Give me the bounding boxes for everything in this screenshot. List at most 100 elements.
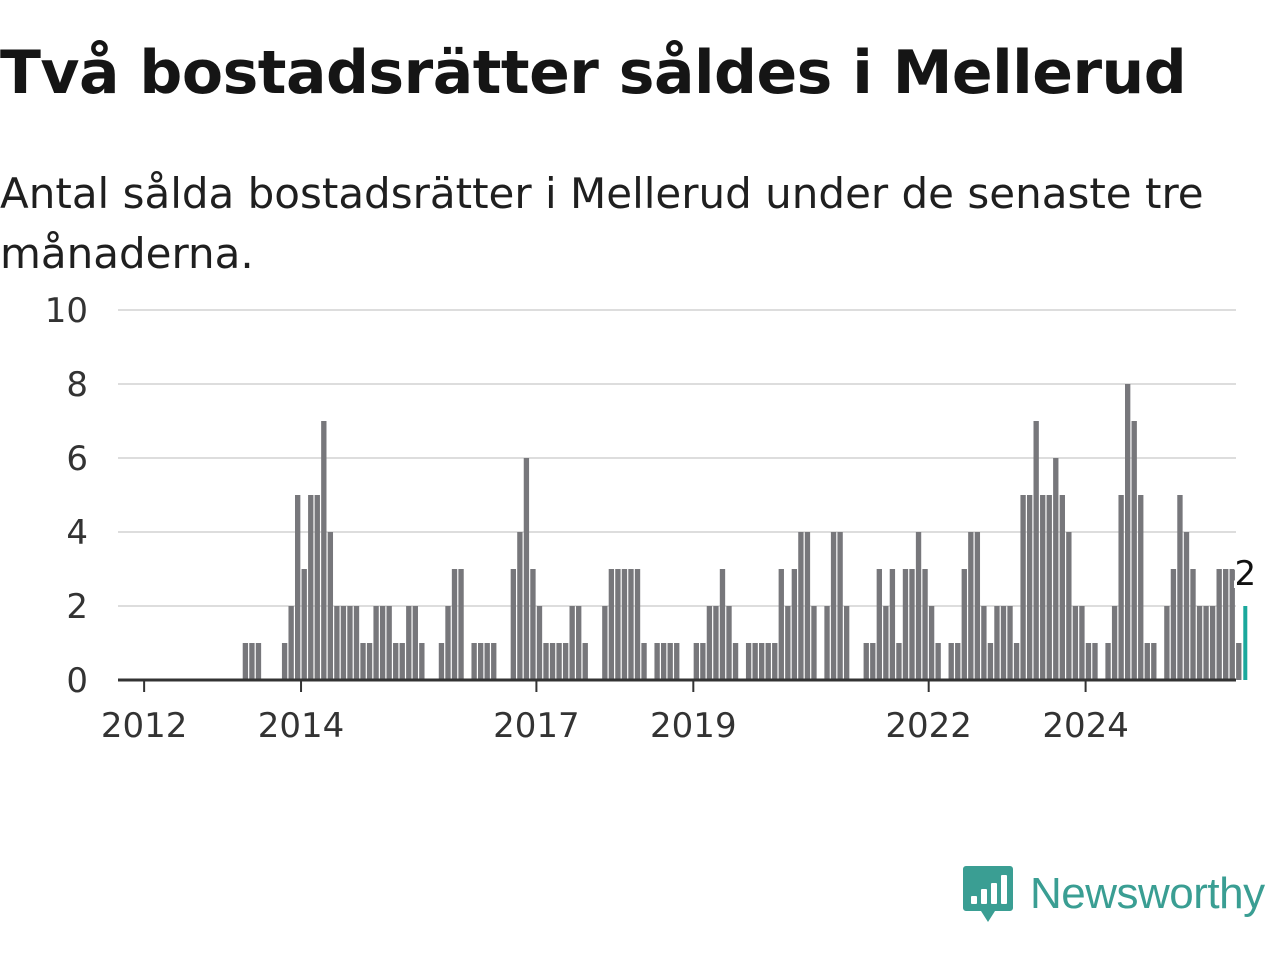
x-tick-label: 2024 <box>1042 706 1129 746</box>
bar <box>1066 532 1072 680</box>
y-tick-label: 2 <box>66 587 88 627</box>
bar <box>1216 569 1222 680</box>
bar <box>615 569 621 680</box>
bar <box>1118 495 1124 680</box>
bar <box>928 606 935 680</box>
bar <box>484 643 490 680</box>
bar <box>974 532 981 680</box>
bar <box>249 643 255 680</box>
bar <box>863 643 869 680</box>
bar <box>830 532 837 680</box>
bar <box>837 532 843 680</box>
bar <box>634 569 641 680</box>
page-title: Två bostadsrätter såldes i Mellerud <box>0 38 1187 108</box>
bar <box>295 495 301 680</box>
bar <box>478 643 484 680</box>
bar <box>1151 643 1157 680</box>
newsworthy-logo-icon <box>963 866 1013 922</box>
data-labels: 2 <box>1231 551 1259 597</box>
bar <box>843 606 850 680</box>
y-tick-label: 8 <box>66 365 88 405</box>
bar <box>314 495 320 680</box>
bar <box>510 569 517 680</box>
bar <box>1203 606 1209 680</box>
bar <box>353 606 360 680</box>
bar <box>674 643 680 680</box>
bar <box>445 606 451 680</box>
bar <box>778 569 784 680</box>
bar <box>1033 421 1039 680</box>
y-tick-label: 0 <box>66 661 88 701</box>
bar <box>994 606 1000 680</box>
bar <box>1085 643 1092 680</box>
bar <box>1170 569 1177 680</box>
bar <box>1144 643 1150 680</box>
bar <box>242 643 249 680</box>
bar <box>556 643 562 680</box>
bar <box>961 569 967 680</box>
bar <box>641 643 647 680</box>
bar <box>700 643 706 680</box>
bars <box>242 384 1248 680</box>
bar <box>621 569 628 680</box>
bar <box>896 643 902 680</box>
bar <box>824 606 830 680</box>
bar <box>1040 495 1046 680</box>
bar <box>366 643 373 680</box>
bar <box>412 606 418 680</box>
bar-chart: 0 2 4 6 8 10 2012 2014 2017 2019 2022 2024 2 <box>45 291 1259 746</box>
y-tick-label: 6 <box>66 439 88 479</box>
bar <box>693 643 699 680</box>
bar <box>1059 495 1065 680</box>
bar <box>379 606 386 680</box>
bar <box>281 643 288 680</box>
bar <box>1183 532 1190 680</box>
bar <box>582 643 588 680</box>
bar <box>438 643 445 680</box>
bar <box>870 643 876 680</box>
bar <box>301 569 307 680</box>
bar <box>772 643 778 680</box>
last-value-label: 2 <box>1234 554 1256 594</box>
bar <box>1026 495 1033 680</box>
bar <box>968 532 974 680</box>
bar <box>536 606 543 680</box>
bar <box>876 569 882 680</box>
bar <box>935 643 941 680</box>
bar <box>340 606 347 680</box>
bar <box>922 569 928 680</box>
bar <box>1125 384 1131 680</box>
bar <box>1007 606 1013 680</box>
bar <box>399 643 405 680</box>
bar <box>255 643 262 680</box>
bar <box>1105 643 1111 680</box>
bar <box>759 643 765 680</box>
bar <box>406 606 412 680</box>
bar <box>373 606 379 680</box>
bar <box>915 532 922 680</box>
bar <box>1046 495 1052 680</box>
bar <box>602 606 608 680</box>
x-tick-label: 2012 <box>101 706 188 746</box>
bar <box>1111 606 1118 680</box>
bar <box>883 606 889 680</box>
bar <box>713 606 719 680</box>
bar <box>654 643 660 680</box>
bar <box>660 643 667 680</box>
bar <box>523 458 530 680</box>
brand-name: Newsworthy <box>1030 869 1265 918</box>
bar <box>321 421 327 680</box>
bar <box>451 569 458 680</box>
bar <box>804 532 811 680</box>
bar <box>1138 495 1144 680</box>
bar <box>1236 643 1242 680</box>
bar <box>491 643 497 680</box>
bar <box>752 643 758 680</box>
y-tick-label: 10 <box>45 291 88 331</box>
bar <box>471 643 477 680</box>
bar <box>902 569 909 680</box>
bar <box>530 569 536 680</box>
y-tick-label: 4 <box>66 513 88 553</box>
bar <box>706 606 713 680</box>
x-tick-label: 2014 <box>258 706 345 746</box>
